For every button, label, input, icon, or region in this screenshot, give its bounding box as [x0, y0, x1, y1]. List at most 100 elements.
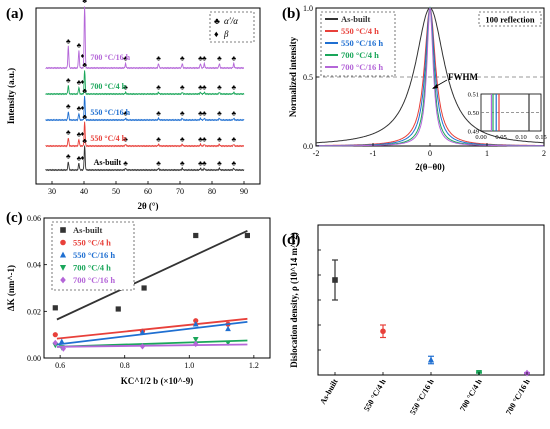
fit-line-2 [56, 320, 248, 346]
x-tick-label-c-0: 0.6 [55, 361, 65, 370]
panel-a-peak-markers: ♣ ♣♣♣ ♣ ♣ ♣ ♣ ♣ ♣♦♣ ♣♣♣ ♣ ♣ ♣ ♣ ♣ ♣♦♣ ♣♣♣ ♣ ♣ ♣ ♣ ♣ ♣♦♣ ♣♣♣ ♣ ♣ ♣… [66, 0, 236, 167]
x-tick-label-b-3: 1 [485, 149, 489, 158]
density-point-1 [380, 328, 386, 335]
legend-alpha-label: α′/α [224, 16, 238, 26]
x-tick-label-5: 80 [208, 187, 216, 196]
panel-a-traces [45, 6, 245, 172]
peak-marker-4-5: ♣ [180, 55, 185, 63]
data-point-0-3 [193, 232, 199, 239]
x-tick-label-c-1: 0.8 [120, 361, 130, 370]
peak-marker-2-9: ♣ [231, 109, 236, 117]
panel-b-annotation: 100 reflection [478, 11, 542, 27]
peak-marker-1-4: ♣ [156, 135, 161, 143]
panel-c-plot [52, 230, 250, 352]
inset-x-tick-0: 0.00 [475, 134, 486, 141]
beta-marker-2: ♦ [81, 104, 85, 112]
data-point-0-2 [141, 285, 147, 291]
panel-b-xlabel: 2(θ−θ0) [415, 162, 445, 172]
y-tick-label-c-0: 0.00 [27, 354, 41, 363]
x-tick-label-3: 60 [144, 187, 152, 196]
x-tick-label-2: 50 [112, 187, 120, 196]
peak-marker-4-3: ♣ [123, 55, 128, 63]
peak-marker-0-3: ♣ [123, 159, 128, 167]
data-point-2-3 [225, 325, 231, 332]
category-label-3: 700 °C/4 h [458, 377, 484, 413]
peak-marker-3-0: ♣ [66, 77, 71, 85]
panel-a-legend: ♣ α′/α ♦ β [209, 11, 255, 43]
peak-marker-2-6: ♣ [198, 109, 203, 117]
peak-marker-4-0: ♣ [66, 37, 71, 45]
x-tick-label-b-4: 2 [542, 149, 546, 158]
inset-x-tick-1: 0.05 [495, 134, 506, 141]
category-label-2: 550 °C/16 h [408, 377, 436, 416]
x-tick-label-c-3: 1.2 [249, 361, 259, 370]
peak-marker-1-1: ♣ [77, 130, 82, 138]
peak-marker-4-1: ♣ [77, 42, 82, 50]
peak-marker-3-3: ♣ [123, 83, 128, 91]
panel-b-label: (b) [282, 6, 300, 22]
data-point-1-0 [52, 332, 58, 338]
peak-marker-4-7: ♣ [202, 55, 207, 63]
panel-a-label: (a) [6, 6, 24, 22]
panel-a: (a) ♣ ♣♣♣ ♣ ♣ ♣ ♣ ♣ ♣♦♣ ♣♣♣ ♣ ♣ ♣ ♣ ♣ ♣♦♣ ♣♣♣ ♣ ♣ ♣ ♣ ♣ ♣♦♣ ♣♣… [6, 0, 261, 211]
panel-b-curves [316, 6, 544, 147]
peak-marker-3-6: ♣ [198, 83, 203, 91]
xrd-trace-4 [45, 6, 245, 70]
peak-marker-2-2: ♣ [82, 87, 87, 95]
series-label-3: 700 °C/4 h [90, 82, 126, 91]
peak-curve-4 [316, 7, 544, 147]
data-point-4-3 [193, 340, 199, 348]
inset-x-tick-3: 0.15 [535, 134, 546, 141]
panel-c-ticks: 0.6 0.8 1.0 1.2 0.00 0.02 0.04 0.06 [27, 214, 259, 370]
data-point-2-2 [192, 321, 199, 327]
data-point-0-0 [52, 305, 58, 311]
peak-marker-2-3: ♣ [123, 109, 128, 117]
peak-marker-1-3: ♣ [123, 135, 128, 143]
panel-d: (d) As-built 550 °C/4 h 550 °C/16 h 700 °C/… [282, 224, 545, 416]
fwhm-annotation: FWHM [432, 72, 478, 89]
peak-marker-0-2: ♣ [82, 137, 87, 145]
legend-marker-c-4 [60, 276, 66, 284]
beta-marker-1: ♦ [81, 130, 85, 138]
legend-marker-c-3 [59, 264, 67, 271]
x-tick-label-b-2: 0 [428, 149, 432, 158]
legend-label-b-0: As-built [341, 14, 370, 24]
data-point-3-3 [225, 340, 231, 346]
data-point-3-2 [192, 336, 199, 343]
peak-marker-4-2: ♣ [82, 0, 87, 5]
legend-beta-symbol: ♦ [214, 29, 219, 39]
peak-marker-4-4: ♣ [156, 55, 161, 63]
series-label-0: As-built [94, 158, 122, 167]
peak-marker-1-2: ♣ [82, 113, 87, 121]
peak-marker-2-4: ♣ [156, 109, 161, 117]
y-tick-label-b-2: 1.0 [303, 4, 313, 13]
panel-c-ylabel: ΔK (nm^-1) [6, 265, 16, 311]
data-point-1-2 [193, 318, 199, 324]
xrd-trace-1 [45, 121, 245, 148]
peak-marker-3-9: ♣ [231, 83, 236, 91]
peak-marker-0-4: ♣ [156, 159, 161, 167]
panel-c-legend: As-built 550 °C/4 h 550 °C/16 h 700 °C/4 h 7… [51, 221, 135, 291]
data-point-0-1 [115, 306, 121, 312]
panel-a-ylabel: Intensity (a.u.) [6, 68, 16, 124]
data-point-4-0 [52, 339, 58, 346]
peak-marker-3-8: ♣ [217, 83, 222, 91]
peak-marker-0-6: ♣ [198, 159, 203, 167]
x-tick-label-6: 90 [240, 187, 248, 196]
data-point-4-2 [139, 343, 146, 350]
y-tick-label-c-2: 0.04 [27, 261, 41, 270]
panel-b: (b) -2 -1 0 1 2 0.0 0.5 1.0 2(θ−θ0) Normalized … [282, 4, 547, 172]
x-tick-label-b-0: -2 [313, 149, 320, 158]
data-point-0-4 [244, 232, 250, 239]
panel-b-ylabel: Normalized intensity [288, 36, 298, 117]
peak-marker-4-9: ♣ [231, 55, 236, 63]
xrd-trace-2 [45, 95, 245, 122]
series-label-2: 550 °C/16 h [90, 108, 130, 117]
peak-marker-0-5: ♣ [180, 159, 185, 167]
fwhm-arrowhead [432, 84, 438, 89]
peak-marker-1-8: ♣ [217, 135, 222, 143]
peak-marker-1-7: ♣ [202, 135, 207, 143]
panel-d-plot [332, 259, 530, 377]
panel-c-frame [43, 217, 271, 359]
panel-d-ylabel: Dislocation density, ρ (10^14 m^-2) [289, 232, 299, 368]
